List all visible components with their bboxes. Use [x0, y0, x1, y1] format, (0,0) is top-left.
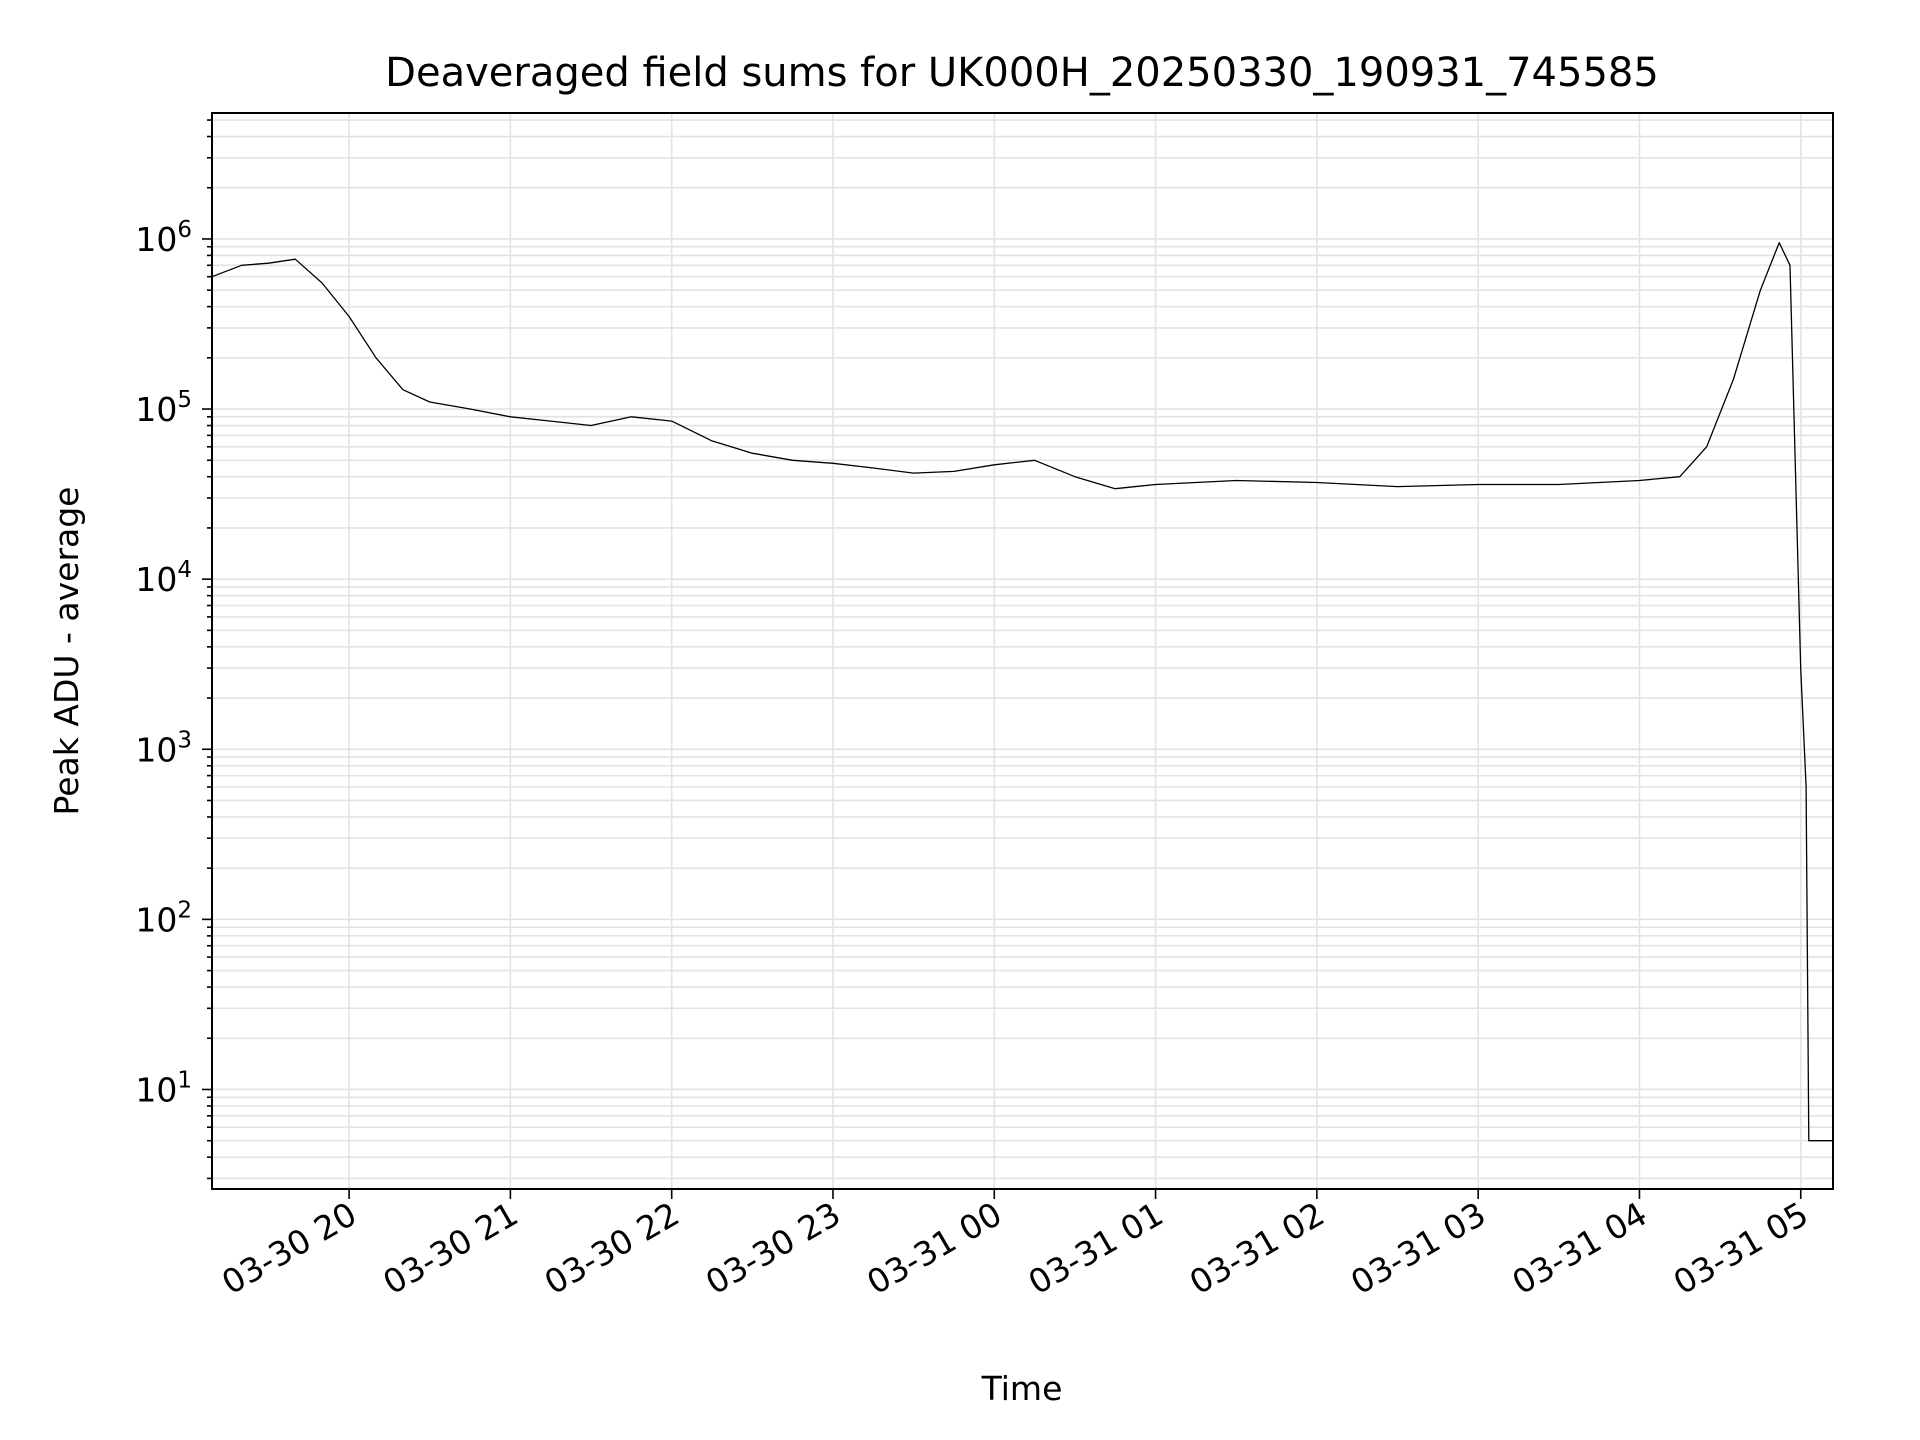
x-tick-label: 03-30 23: [699, 1194, 847, 1302]
x-tick-label: 03-30 21: [376, 1194, 524, 1302]
x-tick-label: 03-30 22: [538, 1194, 686, 1302]
y-tick-label: 104: [135, 557, 192, 599]
y-tick-label: 105: [135, 387, 192, 429]
x-tick-label: 03-30 20: [215, 1194, 363, 1302]
y-tick-label: 103: [135, 727, 192, 769]
x-tick-label: 03-31 00: [860, 1194, 1008, 1302]
y-tick-label: 102: [135, 897, 192, 939]
x-tick-label: 03-31 02: [1183, 1194, 1331, 1302]
chart-title: Deaveraged field sums for UK000H_2025033…: [385, 50, 1659, 96]
x-tick-label: 03-31 03: [1344, 1194, 1492, 1302]
x-tick-label: 03-31 04: [1505, 1194, 1653, 1302]
series-line: [211, 242, 1833, 1142]
x-tick-label: 03-31 01: [1022, 1194, 1170, 1302]
y-tick-label: 101: [135, 1067, 192, 1109]
plot-frame: [211, 112, 1834, 1190]
grid: [212, 113, 1833, 1189]
y-axis-label: Peak ADU - average: [47, 487, 86, 816]
x-axis-label: Time: [981, 1369, 1063, 1408]
x-tick-label: 03-31 05: [1667, 1194, 1815, 1302]
ticks: 03-30 20 03-30 21 03-30 22 03-30 23 03-31 00…: [135, 119, 1815, 1302]
y-tick-label: 106: [135, 217, 192, 259]
